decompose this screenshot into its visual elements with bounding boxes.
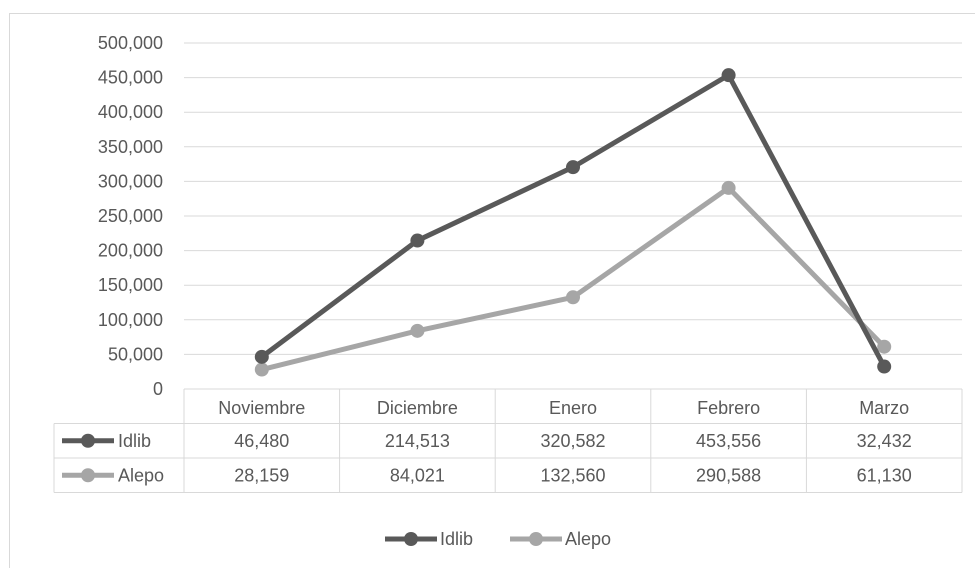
- table-series-name: Idlib: [118, 431, 151, 451]
- table-series-name: Alepo: [118, 465, 164, 485]
- legend-key-marker: [529, 532, 543, 546]
- table-cell-value: 214,513: [385, 431, 450, 451]
- x-category-label: Enero: [549, 398, 597, 418]
- y-tick-label: 0: [153, 379, 163, 399]
- data-point-alepo: [410, 323, 425, 338]
- y-tick-label: 150,000: [98, 275, 163, 295]
- data-point-idlib: [877, 359, 892, 374]
- y-axis-ticks: 0 50,000 100,000 150,000 200,000 250,000 300,0…: [98, 33, 163, 399]
- data-point-idlib: [254, 349, 269, 364]
- table-legend-key-marker: [81, 468, 95, 483]
- table-cell-value: 46,480: [234, 431, 289, 451]
- legend-label: Idlib: [440, 529, 473, 549]
- data-point-alepo: [254, 362, 269, 377]
- y-tick-label: 200,000: [98, 241, 163, 261]
- table-cell-value: 28,159: [234, 465, 289, 485]
- table-cell-value: 61,130: [857, 465, 912, 485]
- series-line-idlib: [260, 72, 887, 368]
- data-point-idlib: [566, 160, 580, 175]
- y-tick-label: 450,000: [98, 68, 163, 88]
- data-point-alepo: [721, 180, 736, 195]
- chart-frame: [9, 13, 975, 568]
- gridlines: [184, 42, 962, 355]
- legend-key-marker: [404, 532, 418, 546]
- table-cell-value: 132,560: [540, 465, 605, 485]
- data-point-alepo: [877, 339, 892, 354]
- data-table: Noviembre Diciembre Enero Febrero Marzo Idlib…: [53, 388, 963, 493]
- y-tick-label: 400,000: [98, 102, 163, 122]
- table-cell-value: 320,582: [540, 431, 605, 451]
- x-category-label: Diciembre: [377, 398, 458, 418]
- data-point-idlib: [410, 233, 425, 248]
- table-cell-value: 84,021: [390, 465, 445, 485]
- data-point-alepo: [566, 290, 580, 305]
- legend-label: Alepo: [565, 529, 611, 549]
- legend: Idlib Alepo: [385, 529, 611, 549]
- y-tick-label: 250,000: [98, 206, 163, 226]
- table-legend-key-marker: [81, 433, 95, 448]
- table-cell-value: 453,556: [696, 431, 761, 451]
- table-cell-value: 32,432: [857, 431, 912, 451]
- y-tick-label: 300,000: [98, 171, 163, 191]
- x-category-label: Febrero: [697, 398, 760, 418]
- series-lines: [254, 68, 892, 377]
- table-cell-value: 290,588: [696, 465, 761, 485]
- y-tick-label: 500,000: [98, 33, 163, 53]
- y-tick-label: 350,000: [98, 137, 163, 157]
- data-point-idlib: [721, 68, 736, 83]
- series-line-alepo: [261, 185, 886, 372]
- y-tick-label: 100,000: [98, 310, 163, 330]
- x-category-label: Noviembre: [218, 398, 305, 418]
- y-tick-label: 50,000: [108, 344, 163, 364]
- x-category-label: Marzo: [859, 398, 909, 418]
